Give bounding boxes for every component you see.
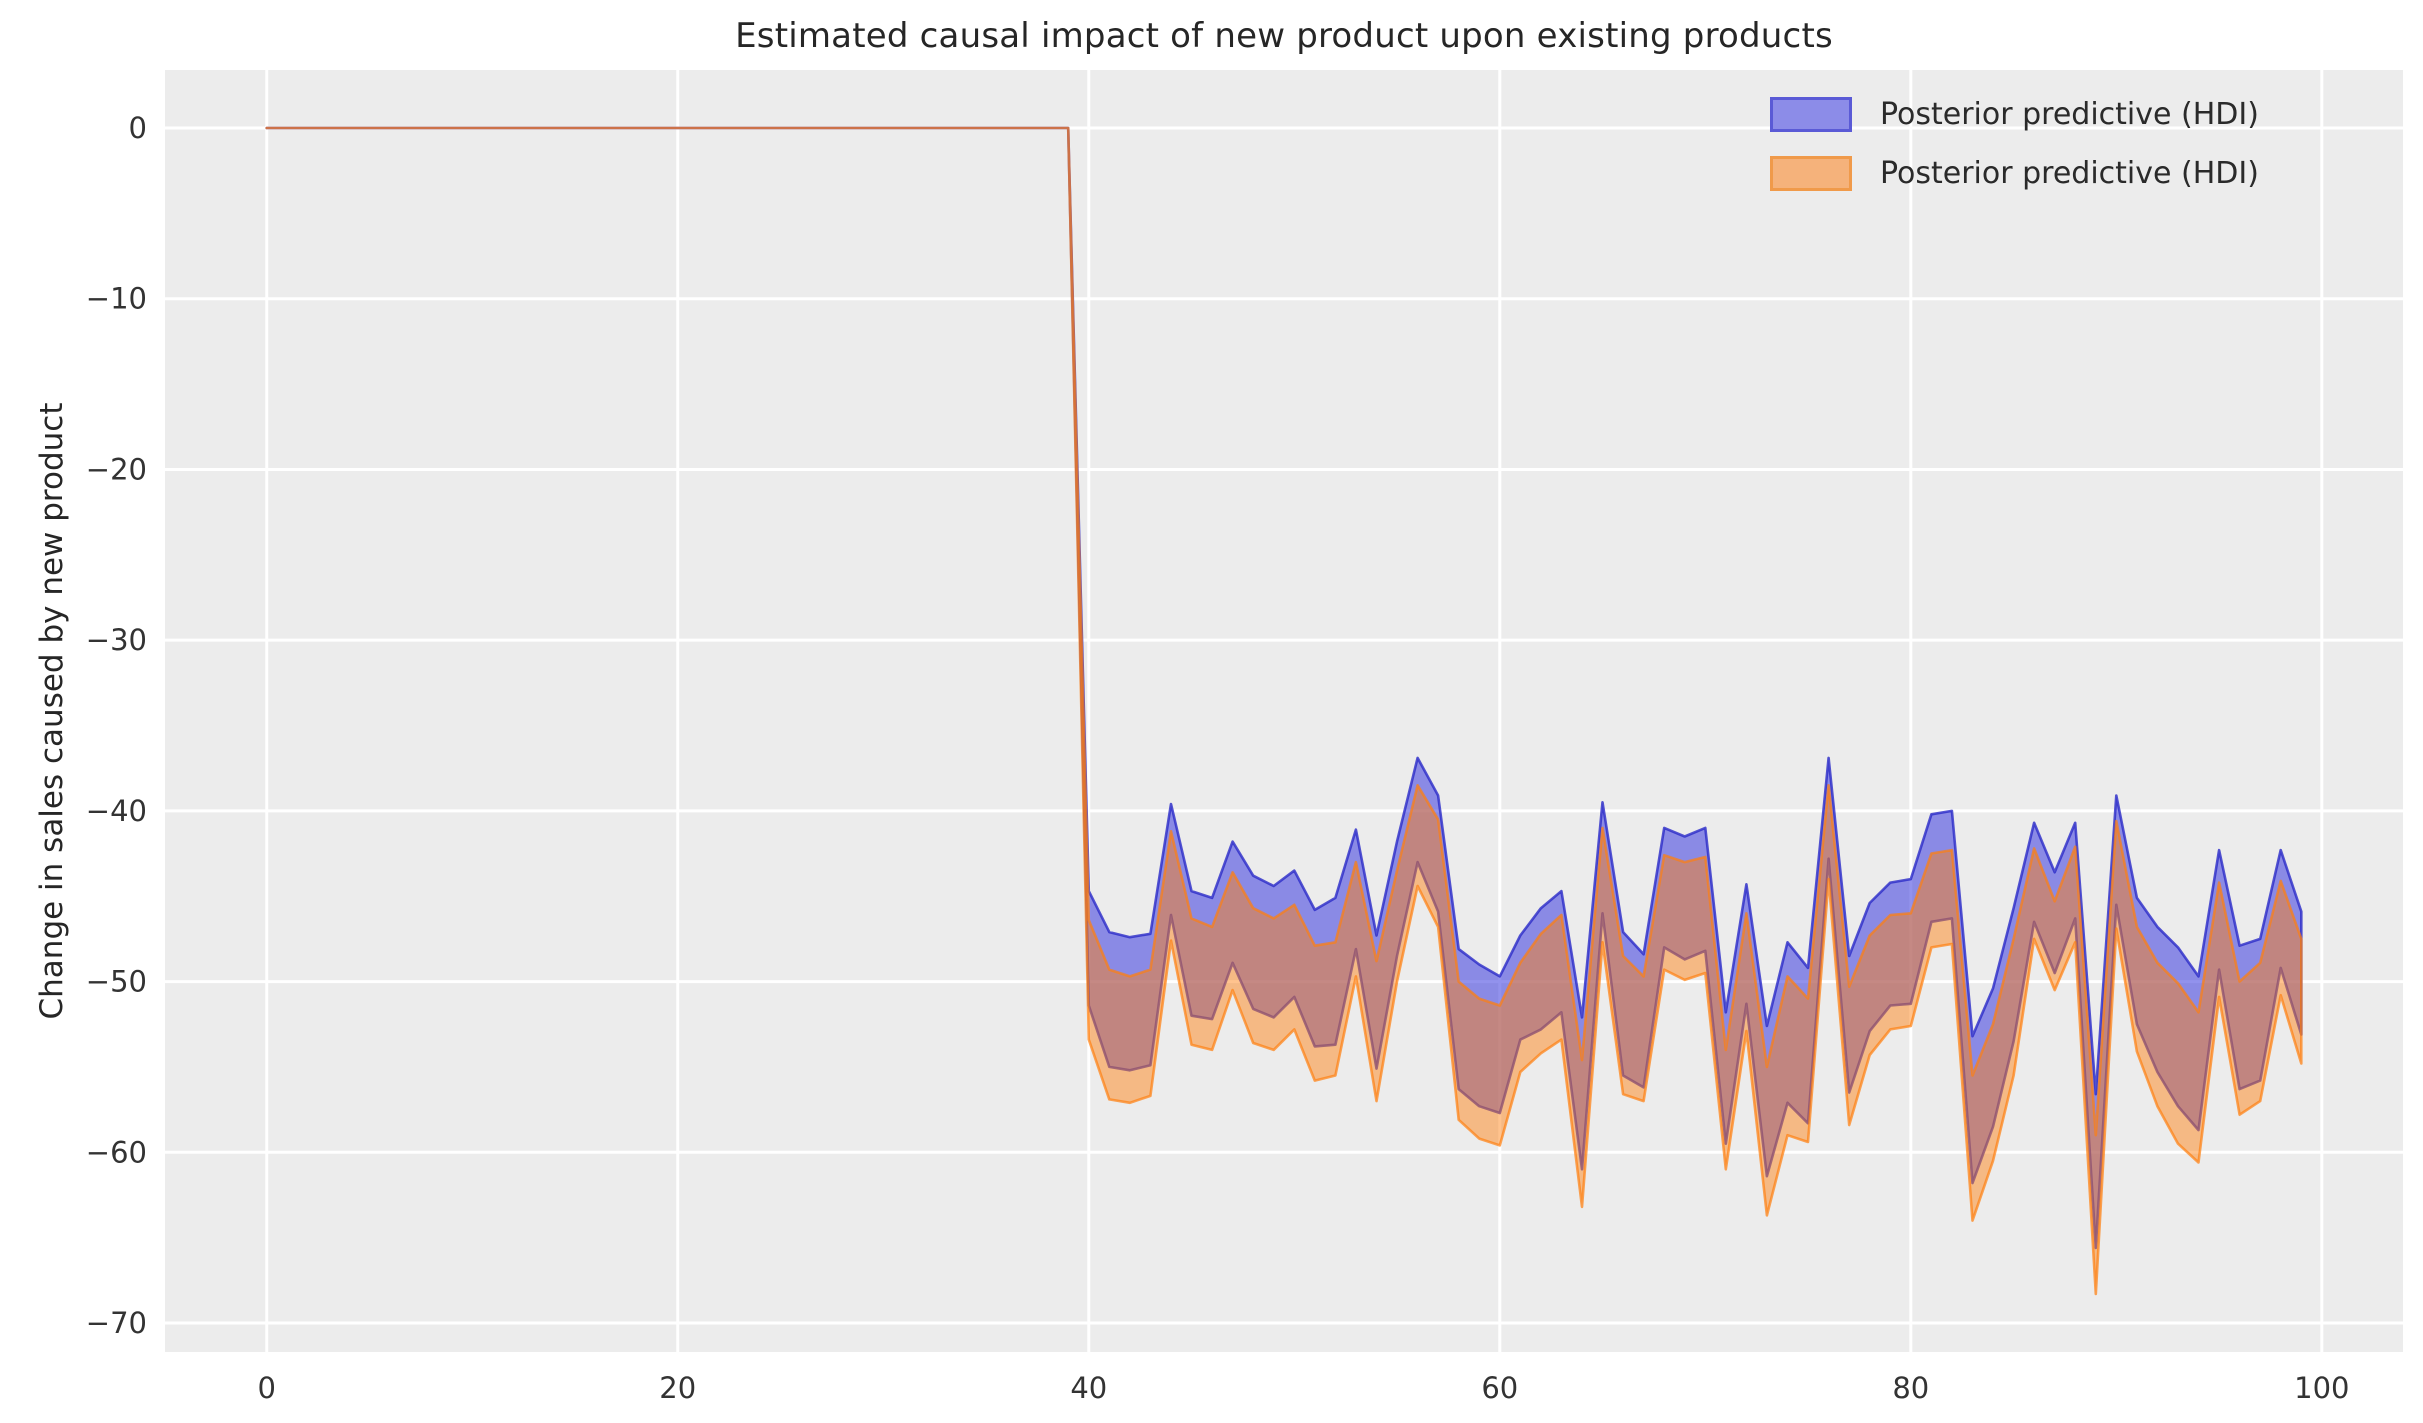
legend-label: Posterior predictive (HDI)	[1880, 156, 2259, 191]
x-tick-label: 0	[258, 1371, 276, 1405]
y-tick-label: −60	[86, 1135, 147, 1169]
x-tick-label: 60	[1481, 1371, 1518, 1405]
chart-title: Estimated causal impact of new product u…	[735, 16, 1833, 56]
y-tick-label: −50	[86, 965, 147, 999]
hdi-band-orange	[265, 126, 2303, 1296]
y-tick-label: −70	[86, 1306, 147, 1340]
y-tick-label: 0	[129, 111, 147, 145]
plot-area	[165, 70, 2403, 1352]
y-tick-label: −10	[86, 282, 147, 316]
y-axis-label: Change in sales caused by new product	[34, 402, 70, 1020]
x-tick-label: 80	[1892, 1371, 1929, 1405]
legend-item-posterior-blue: Posterior predictive (HDI)	[1770, 97, 2259, 132]
y-tick-label: −30	[86, 623, 147, 657]
x-tick-label: 100	[2294, 1371, 2349, 1405]
legend-swatch-orange	[1770, 156, 1852, 191]
y-tick-label: −40	[86, 794, 147, 828]
legend: Posterior predictive (HDI) Posterior pre…	[1770, 97, 2259, 216]
legend-item-posterior-orange: Posterior predictive (HDI)	[1770, 156, 2259, 191]
x-tick-label: 40	[1070, 1371, 1107, 1405]
x-tick-label: 20	[659, 1371, 696, 1405]
y-tick-label: −20	[86, 452, 147, 486]
legend-swatch-blue	[1770, 97, 1852, 132]
legend-label: Posterior predictive (HDI)	[1880, 97, 2259, 132]
